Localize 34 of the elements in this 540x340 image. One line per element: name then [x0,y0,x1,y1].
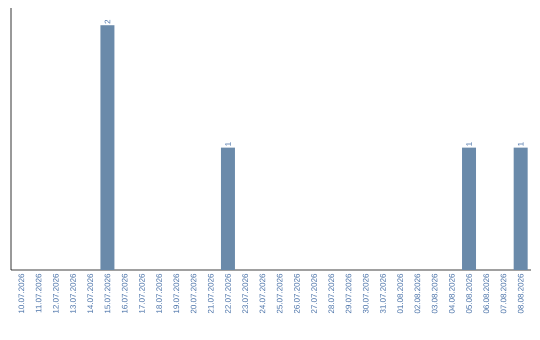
data-label: 2 [104,20,110,24]
x-tick-label: 26.07.2026 [294,274,300,314]
x-tick-label: 14.07.2026 [87,274,94,313]
x-tick-label: 08.08.2026 [518,274,524,314]
data-label: 1 [225,142,231,146]
x-tick-label: 24.07.2026 [260,274,266,314]
x-tick-label: 11.07.2026 [36,274,42,312]
x-tick-label: 22.07.2026 [225,274,231,314]
x-tick-label: 16.07.2026 [122,274,128,313]
x-tick-label: 07.08.2026 [500,274,506,314]
x-tick-label: 30.07.2026 [362,274,369,314]
x-tick-label: 04.08.2026 [448,274,455,314]
x-tick-label: 18.07.2026 [156,274,162,313]
x-tick-label: 15.07.2026 [104,274,110,313]
x-tick-label: 12.07.2026 [52,274,59,313]
x-tick-label: 25.07.2026 [276,274,282,314]
x-tick-label: 27.07.2026 [311,274,317,314]
x-tick-label: 03.08.2026 [432,274,438,314]
x-tick-label: 29.07.2026 [346,274,352,314]
x-tick-label: 21.07.2026 [208,274,214,314]
x-tick-label: 02.08.2026 [414,274,420,314]
x-tick-label: 28.07.2026 [328,274,334,314]
x-tick-label: 23.07.2026 [242,274,248,314]
x-tick-label: 06.08.2026 [483,274,490,314]
x-tick-label: 01.08.2026 [397,274,403,314]
x-tick-label: 17.07.2026 [139,274,145,313]
x-tick-label: 31.07.2026 [380,274,386,314]
x-tick-label: 19.07.2026 [173,274,180,313]
x-tick-label: 10.07.2026 [18,274,24,313]
x-tick-label: 20.07.2026 [190,274,196,314]
data-label: 1 [518,142,524,146]
data-label: 1 [466,142,472,146]
x-tick-label: 05.08.2026 [466,274,472,314]
x-tick-label: 13.07.2026 [70,274,76,313]
